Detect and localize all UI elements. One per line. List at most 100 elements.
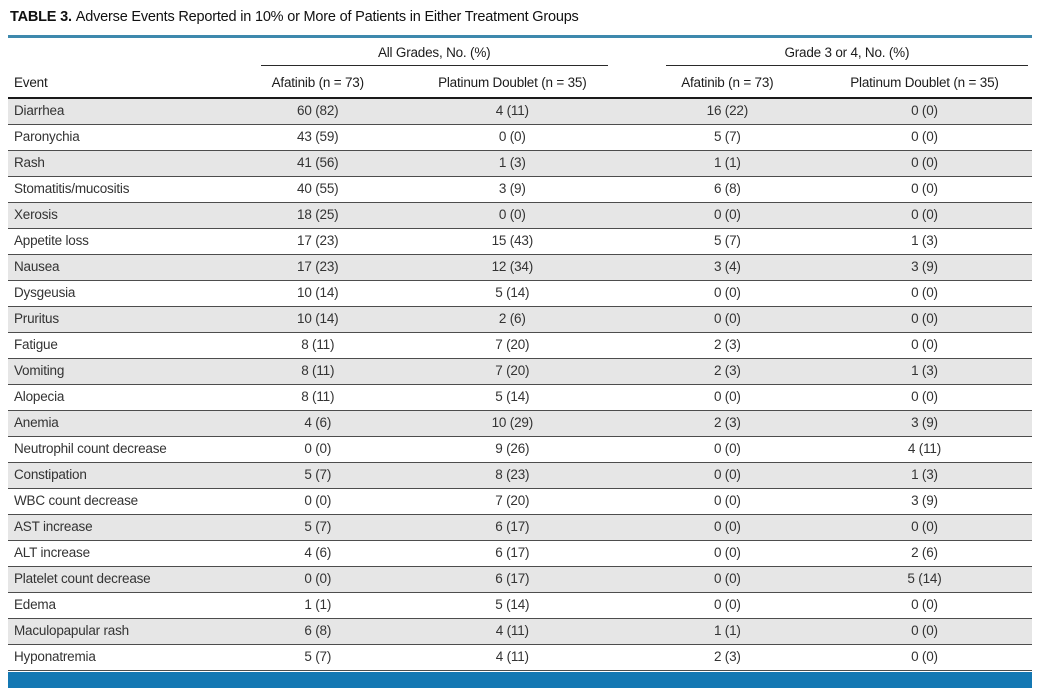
column-header-afatinib-g34: Afatinib (n = 73): [637, 66, 817, 99]
event-cell: Hyponatremia: [8, 644, 249, 671]
value-cell: 0 (0): [816, 618, 1032, 645]
value-cell: 6 (17): [386, 540, 638, 567]
table-row: Maculopapular rash 6 (8) 4 (11) 1 (1) 0 (0): [8, 618, 1032, 645]
value-cell: 2 (3): [637, 644, 817, 671]
value-cell: 10 (14): [248, 306, 387, 333]
value-cell: 10 (29): [386, 410, 638, 437]
value-cell: 8 (11): [248, 358, 387, 385]
value-cell: 5 (7): [637, 124, 817, 151]
value-cell: 1 (3): [816, 228, 1032, 255]
value-cell: 5 (7): [637, 228, 817, 255]
value-cell: 1 (3): [386, 150, 638, 177]
table-row: Appetite loss 17 (23) 15 (43) 5 (7) 1 (3): [8, 228, 1032, 255]
value-cell: 0 (0): [637, 566, 817, 593]
table-row: ALT increase 4 (6) 6 (17) 0 (0) 2 (6): [8, 540, 1032, 567]
value-cell: 6 (17): [386, 514, 638, 541]
table-row: Platelet count decrease 0 (0) 6 (17) 0 (0) 5…: [8, 566, 1032, 593]
value-cell: 5 (7): [248, 514, 387, 541]
table-header: All Grades, No. (%) Grade 3 or 4, No. (%…: [8, 38, 1032, 99]
event-cell: Paronychia: [8, 124, 249, 151]
value-cell: 6 (17): [386, 566, 638, 593]
value-cell: 6 (8): [637, 176, 817, 203]
value-cell: 10 (14): [248, 280, 387, 307]
table-caption: Adverse Events Reported in 10% or More o…: [75, 9, 579, 25]
event-cell: Diarrhea: [8, 98, 249, 125]
value-cell: 4 (11): [386, 644, 638, 671]
value-cell: 0 (0): [637, 202, 817, 229]
value-cell: 4 (6): [248, 410, 387, 437]
table-row: Rash 41 (56) 1 (3) 1 (1) 0 (0): [8, 150, 1032, 177]
event-cell: Dysgeusia: [8, 280, 249, 307]
value-cell: 0 (0): [816, 332, 1032, 359]
table-row: Fatigue 8 (11) 7 (20) 2 (3) 0 (0): [8, 332, 1032, 359]
column-header-afatinib-all: Afatinib (n = 73): [248, 66, 387, 99]
event-cell: Fatigue: [8, 332, 249, 359]
table-row: Constipation 5 (7) 8 (23) 0 (0) 1 (3): [8, 462, 1032, 489]
value-cell: 0 (0): [816, 384, 1032, 411]
value-cell: 0 (0): [816, 280, 1032, 307]
value-cell: 0 (0): [248, 488, 387, 515]
value-cell: 17 (23): [248, 228, 387, 255]
value-cell: 8 (11): [248, 332, 387, 359]
event-cell: Xerosis: [8, 202, 249, 229]
column-header-event: Event: [8, 66, 249, 99]
event-cell: Vomiting: [8, 358, 249, 385]
value-cell: 0 (0): [637, 488, 817, 515]
table-number: TABLE 3.: [10, 9, 72, 25]
column-header-row: Event Afatinib (n = 73) Platinum Doublet…: [8, 66, 1032, 99]
value-cell: 3 (9): [816, 488, 1032, 515]
value-cell: 5 (14): [386, 592, 638, 619]
event-cell: Nausea: [8, 254, 249, 281]
value-cell: 2 (3): [637, 358, 817, 385]
value-cell: 0 (0): [637, 462, 817, 489]
value-cell: 2 (6): [386, 306, 638, 333]
top-accent-rule: [8, 35, 1032, 38]
event-cell: Edema: [8, 592, 249, 619]
value-cell: 40 (55): [248, 176, 387, 203]
value-cell: 18 (25): [248, 202, 387, 229]
value-cell: 2 (6): [816, 540, 1032, 567]
table-row: Stomatitis/mucositis 40 (55) 3 (9) 6 (8) 0 (…: [8, 176, 1032, 203]
table-row: Paronychia 43 (59) 0 (0) 5 (7) 0 (0): [8, 124, 1032, 151]
value-cell: 0 (0): [816, 176, 1032, 203]
table-row: Pruritus 10 (14) 2 (6) 0 (0) 0 (0): [8, 306, 1032, 333]
value-cell: 2 (3): [637, 410, 817, 437]
event-cell: Alopecia: [8, 384, 249, 411]
table-row: Alopecia 8 (11) 5 (14) 0 (0) 0 (0): [8, 384, 1032, 411]
value-cell: 0 (0): [816, 514, 1032, 541]
table-row: Xerosis 18 (25) 0 (0) 0 (0) 0 (0): [8, 202, 1032, 229]
value-cell: 9 (26): [386, 436, 638, 463]
value-cell: 5 (14): [386, 280, 638, 307]
group-header-all-grades: All Grades, No. (%): [249, 38, 638, 66]
table-row: Anemia 4 (6) 10 (29) 2 (3) 3 (9): [8, 410, 1032, 437]
value-cell: 0 (0): [637, 592, 817, 619]
event-cell: Neutrophil count decrease: [8, 436, 249, 463]
value-cell: 8 (23): [386, 462, 638, 489]
value-cell: 4 (6): [248, 540, 387, 567]
value-cell: 16 (22): [637, 98, 817, 125]
event-cell: Constipation: [8, 462, 249, 489]
group-header-all-grades-label: All Grades, No. (%): [260, 45, 608, 66]
value-cell: 5 (14): [816, 566, 1032, 593]
table-title: TABLE 3. Adverse Events Reported in 10% o…: [8, 5, 1032, 35]
table-row: Nausea 17 (23) 12 (34) 3 (4) 3 (9): [8, 254, 1032, 281]
table-row: Vomiting 8 (11) 7 (20) 2 (3) 1 (3): [8, 358, 1032, 385]
value-cell: 4 (11): [816, 436, 1032, 463]
adverse-events-table: All Grades, No. (%) Grade 3 or 4, No. (%…: [8, 38, 1032, 671]
event-cell: WBC count decrease: [8, 488, 249, 515]
value-cell: 0 (0): [386, 124, 638, 151]
value-cell: 0 (0): [816, 592, 1032, 619]
value-cell: 3 (4): [637, 254, 817, 281]
group-header-grade-3-4: Grade 3 or 4, No. (%): [638, 38, 1032, 66]
event-cell: Appetite loss: [8, 228, 249, 255]
event-cell: Anemia: [8, 410, 249, 437]
event-cell: AST increase: [8, 514, 249, 541]
value-cell: 3 (9): [816, 410, 1032, 437]
value-cell: 17 (23): [248, 254, 387, 281]
value-cell: 0 (0): [248, 566, 387, 593]
value-cell: 5 (7): [248, 462, 387, 489]
value-cell: 4 (11): [386, 98, 638, 125]
column-header-platinum-all: Platinum Doublet (n = 35): [386, 66, 638, 99]
value-cell: 2 (3): [637, 332, 817, 359]
